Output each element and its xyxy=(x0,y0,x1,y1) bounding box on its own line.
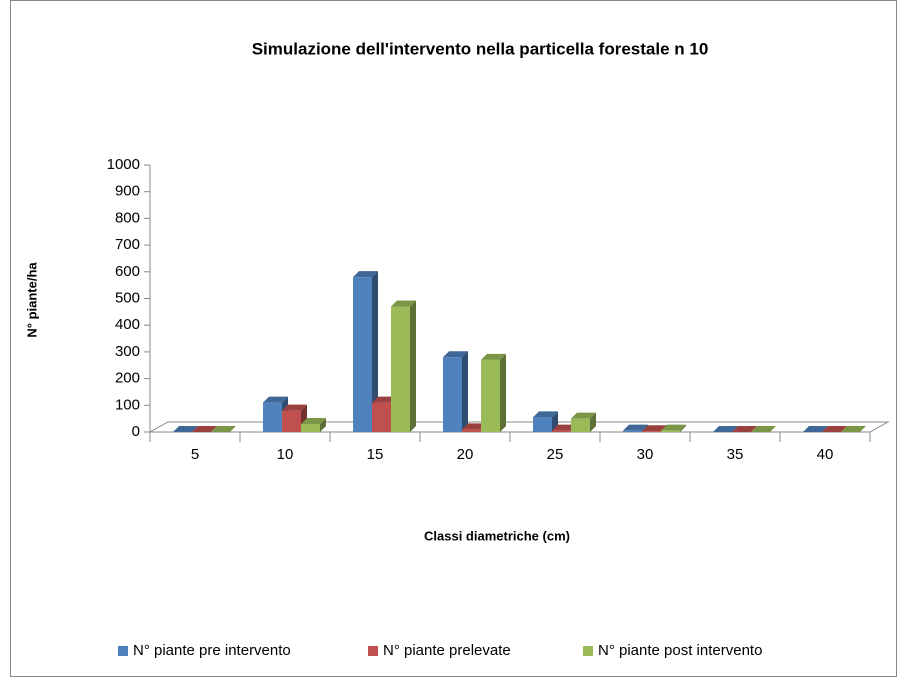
x-tick-label: 15 xyxy=(367,446,384,463)
x-tick-label: 25 xyxy=(547,446,564,463)
bar-top xyxy=(443,351,468,358)
bar-front xyxy=(282,410,301,432)
y-tick-label: 500 xyxy=(115,289,140,306)
bar-front xyxy=(571,418,590,432)
bar-top xyxy=(192,426,217,432)
bar xyxy=(443,351,468,432)
bar-top xyxy=(372,396,397,403)
floor xyxy=(148,421,890,433)
y-tick-label: 0 xyxy=(132,423,140,440)
bar-top xyxy=(552,424,577,431)
bar-top xyxy=(481,353,506,360)
y-tick-label: 200 xyxy=(115,370,140,387)
bar-front xyxy=(642,431,661,432)
bar-front xyxy=(301,423,320,432)
bar-front xyxy=(533,417,552,432)
bar-front xyxy=(481,359,500,432)
bar xyxy=(481,353,506,432)
bar-front xyxy=(462,429,481,432)
bar-top xyxy=(751,426,776,432)
x-tick-label: 20 xyxy=(457,446,474,463)
bar-front xyxy=(661,430,680,432)
bar-side xyxy=(680,424,686,432)
y-axis-title: N° piante/ha xyxy=(24,262,39,338)
bar xyxy=(713,426,738,432)
bar-top xyxy=(642,425,667,432)
bar-top xyxy=(462,423,487,430)
x-tick-label: 35 xyxy=(727,446,744,463)
bar-top xyxy=(263,396,288,403)
bar xyxy=(173,426,198,432)
y-tick-label: 100 xyxy=(115,396,140,413)
bar xyxy=(841,426,866,432)
bar-front xyxy=(443,357,462,432)
x-tick-label: 30 xyxy=(637,446,654,463)
bar-side xyxy=(500,353,506,432)
bar-front xyxy=(623,430,642,432)
bar-top xyxy=(571,412,596,419)
bar-side xyxy=(410,300,416,432)
legend-swatch xyxy=(583,646,593,656)
bar-top xyxy=(803,426,828,432)
y-tick-label: 600 xyxy=(115,263,140,280)
y-tick-label: 800 xyxy=(115,209,140,226)
bar xyxy=(751,426,776,432)
legend-label: N° piante prelevate xyxy=(383,642,511,659)
bar xyxy=(661,424,686,432)
bar-top xyxy=(282,404,307,411)
bar xyxy=(803,426,828,432)
bar-front xyxy=(372,402,391,432)
legend-label: N° piante post intervento xyxy=(598,642,762,659)
bar-top xyxy=(841,426,866,432)
bar xyxy=(571,412,596,432)
bar-front xyxy=(353,277,372,432)
y-tick-label: 400 xyxy=(115,316,140,333)
bar-side xyxy=(462,351,468,432)
legend-swatch xyxy=(368,646,378,656)
bar-front xyxy=(391,306,410,432)
bar-top xyxy=(173,426,198,432)
bar xyxy=(211,426,236,432)
bar-top xyxy=(822,426,847,432)
bar-front xyxy=(552,430,571,432)
x-tick-label: 10 xyxy=(277,446,294,463)
bar xyxy=(822,426,847,432)
bar-top xyxy=(732,426,757,432)
legend-label: N° piante pre intervento xyxy=(133,642,291,659)
bar xyxy=(192,426,217,432)
bar-side xyxy=(372,271,378,432)
bar xyxy=(353,271,378,432)
bar-top xyxy=(391,300,416,307)
bar xyxy=(533,411,558,432)
y-tick-label: 300 xyxy=(115,343,140,360)
chart-frame xyxy=(10,0,897,677)
bar-side xyxy=(320,417,326,432)
bar xyxy=(301,417,326,432)
y-tick-label: 1000 xyxy=(107,156,140,173)
bar-top xyxy=(713,426,738,432)
bar-top xyxy=(211,426,236,432)
bar-top xyxy=(533,411,558,418)
x-axis-title: Classi diametriche (cm) xyxy=(424,528,570,543)
bar-front xyxy=(263,402,282,432)
chart-title: Simulazione dell'intervento nella partic… xyxy=(252,39,709,58)
x-tick-label: 5 xyxy=(191,446,199,463)
y-tick-label: 900 xyxy=(115,183,140,200)
bar-top xyxy=(623,424,648,431)
y-tick-label: 700 xyxy=(115,236,140,253)
bar-top xyxy=(353,271,378,278)
x-tick-label: 40 xyxy=(817,446,834,463)
bar xyxy=(391,300,416,432)
legend-swatch xyxy=(118,646,128,656)
bar-side xyxy=(590,412,596,432)
bar-top xyxy=(661,424,686,431)
bar xyxy=(732,426,757,432)
bar-top xyxy=(301,417,326,424)
